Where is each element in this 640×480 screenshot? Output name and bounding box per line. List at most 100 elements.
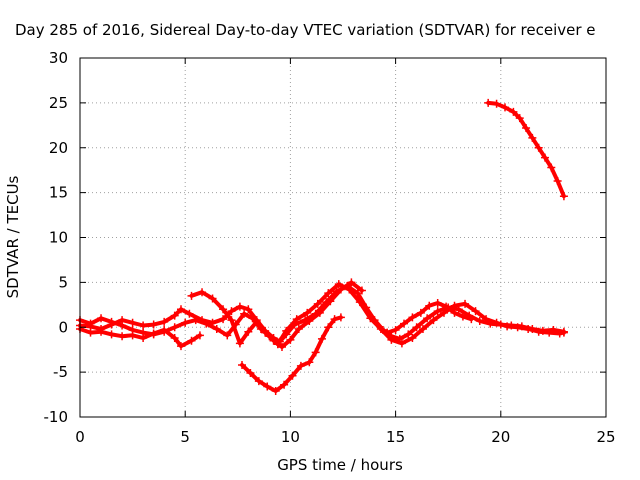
data-point [263, 382, 272, 391]
x-tick-label: 15 [386, 428, 405, 446]
data-point [503, 322, 512, 331]
data-point [515, 114, 524, 123]
data-point [408, 334, 417, 343]
data-point [461, 299, 470, 308]
data-point [559, 192, 568, 201]
data-point [176, 305, 185, 314]
data-point [534, 143, 543, 152]
data-point [383, 328, 392, 337]
data-point [330, 315, 339, 324]
data-point [181, 318, 190, 327]
plot-frame [79, 57, 607, 418]
data-point [254, 377, 263, 386]
data-point [492, 318, 501, 327]
data-point [286, 335, 295, 344]
data-point [425, 301, 434, 310]
data-point [277, 342, 286, 351]
data-point [475, 316, 484, 325]
data-point [547, 163, 556, 172]
data-point [305, 358, 314, 367]
data-point [324, 323, 333, 332]
data-point [311, 348, 320, 357]
data-point [347, 278, 356, 287]
y-tick-label: 15 [49, 184, 68, 202]
data-point [185, 309, 194, 318]
grid-lines [80, 58, 606, 417]
data-point [467, 315, 476, 324]
y-tick-label: -5 [53, 363, 68, 381]
data-point [223, 331, 232, 340]
data-point [391, 325, 400, 334]
data-point [355, 298, 364, 307]
x-axis-label: GPS time / hours [277, 456, 403, 474]
x-tick-label: 10 [281, 428, 300, 446]
data-point [170, 323, 179, 332]
data-point [219, 305, 228, 314]
data-point [238, 360, 247, 369]
data-point [160, 325, 169, 334]
data-point [227, 316, 236, 325]
data-point [442, 302, 451, 311]
data-point [107, 330, 116, 339]
data-point [324, 289, 333, 298]
data-point [416, 308, 425, 317]
y-tick-label: 5 [58, 273, 68, 291]
data-point [170, 334, 179, 343]
data-point [97, 327, 106, 336]
data-point [288, 371, 297, 380]
data-point [429, 316, 438, 325]
data-point [149, 320, 158, 329]
data-point [118, 332, 127, 341]
data-point [336, 313, 345, 322]
x-tick-label: 25 [596, 428, 615, 446]
data-point [353, 289, 362, 298]
data-point [492, 99, 501, 108]
data-point [160, 317, 169, 326]
data-point [261, 328, 270, 337]
data-point [244, 327, 253, 336]
data-point [540, 153, 549, 162]
data-point [423, 314, 432, 323]
data-point [195, 331, 204, 340]
data-point [294, 325, 303, 334]
x-tick-label: 0 [75, 428, 85, 446]
data-point [522, 124, 531, 133]
chart-title: Day 285 of 2016, Sidereal Day-to-day VTE… [15, 21, 596, 39]
data-point [292, 315, 301, 324]
data-point [400, 319, 409, 328]
data-point [269, 336, 278, 345]
series-band [486, 100, 566, 199]
data-point [139, 321, 148, 330]
data-point [244, 305, 253, 314]
data-point [240, 309, 249, 318]
data-point [513, 323, 522, 332]
data-point [553, 176, 562, 185]
data-point [366, 314, 375, 323]
data-point [280, 380, 289, 389]
data-point [357, 286, 366, 295]
y-tick-label: 20 [49, 139, 68, 157]
data-point [296, 361, 305, 370]
data-point [246, 369, 255, 378]
y-tick-label: 25 [49, 94, 68, 112]
data-point [313, 299, 322, 308]
data-point [528, 133, 537, 142]
data-point [404, 330, 413, 339]
data-point [202, 319, 211, 328]
data-point [139, 334, 148, 343]
data-point [484, 98, 493, 107]
data-point [227, 307, 236, 316]
data-point [187, 291, 196, 300]
y-tick-label: 0 [58, 318, 68, 336]
data-point [501, 103, 510, 112]
data-point [86, 328, 95, 337]
data-point [326, 297, 335, 306]
data-point [418, 325, 427, 334]
data-point [118, 321, 127, 330]
data-point [471, 307, 480, 316]
data-point [208, 294, 217, 303]
data-point [248, 314, 257, 323]
axis-ticks: 0 5 10 15 20 25 -10 -5 0 5 10 15 20 25 30 [44, 49, 616, 446]
data-point [450, 308, 459, 317]
